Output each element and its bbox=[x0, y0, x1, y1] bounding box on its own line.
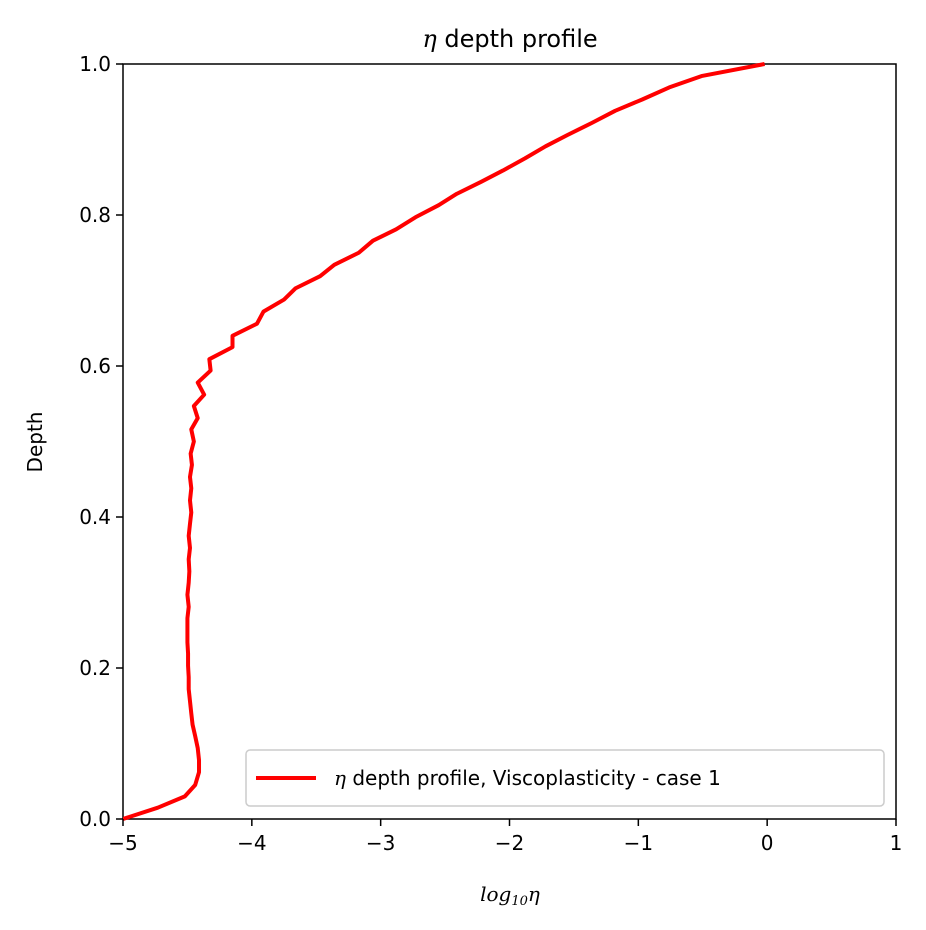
x-tick-label: −3 bbox=[366, 831, 395, 855]
title-text: depth profile bbox=[437, 25, 598, 53]
x-tick-label: −2 bbox=[495, 831, 524, 855]
x-tick-label: 1 bbox=[890, 831, 903, 855]
legend-box bbox=[245, 749, 885, 807]
y-tick-label: 0.6 bbox=[79, 354, 111, 378]
y-tick-label: 0.4 bbox=[79, 505, 111, 529]
plot-area bbox=[122, 63, 897, 820]
y-tick-label: 1.0 bbox=[79, 52, 111, 76]
x-tick-label: −5 bbox=[108, 831, 137, 855]
x-tick-label: −1 bbox=[624, 831, 653, 855]
chart-title: η depth profile bbox=[422, 25, 597, 53]
legend: η depth profile, Viscoplasticity - case … bbox=[245, 749, 885, 807]
y-tick-label: 0.0 bbox=[79, 807, 111, 831]
y-tick-label: 0.2 bbox=[79, 656, 111, 680]
y-tick-label: 0.8 bbox=[79, 203, 111, 227]
legend-entry-label: η depth profile, Viscoplasticity - case … bbox=[334, 766, 721, 790]
y-axis: 0.0 0.2 0.4 0.6 0.8 1.0 bbox=[79, 52, 123, 831]
title-symbol: η bbox=[422, 25, 437, 53]
series-line-viscoplasticity bbox=[123, 62, 765, 821]
y-axis-label: Depth bbox=[23, 412, 47, 473]
x-axis: −5 −4 −3 −2 −1 0 1 bbox=[108, 819, 902, 855]
x-axis-label: log10η bbox=[480, 882, 540, 909]
x-tick-label: −4 bbox=[237, 831, 266, 855]
x-tick-label: 0 bbox=[761, 831, 774, 855]
